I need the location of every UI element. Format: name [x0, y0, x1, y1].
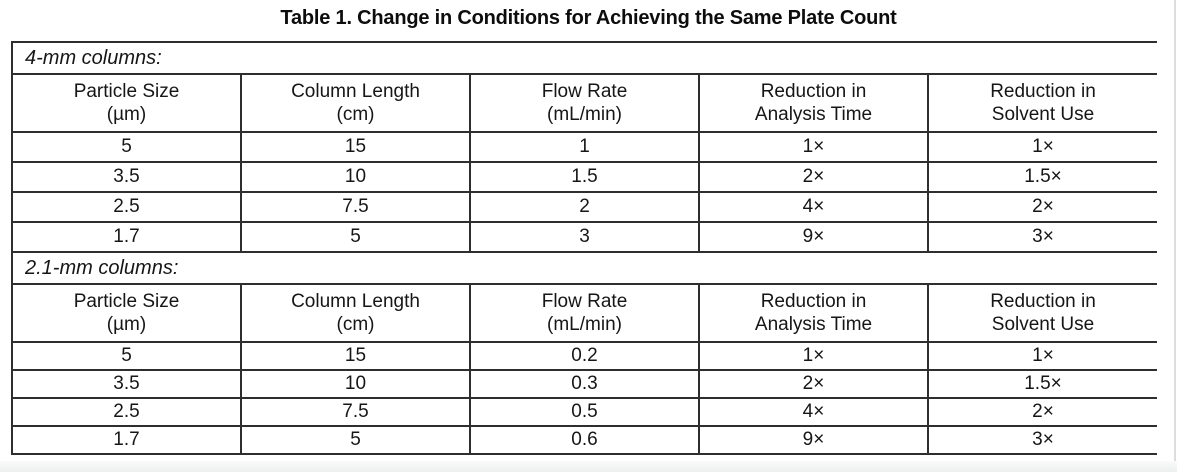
header-line: (mL/min): [547, 314, 622, 335]
header-line: Reduction in: [990, 290, 1096, 312]
header-line: Solvent Use: [991, 314, 1095, 335]
table-cell: 3×: [927, 221, 1157, 253]
table-cell: 3.5: [11, 369, 242, 399]
table-cell: 4×: [698, 191, 929, 223]
column-header: Reduction in Analysis Time: [698, 73, 929, 133]
column-header: Particle Size (µm): [11, 73, 242, 133]
header-line: Solvent Use: [991, 104, 1095, 125]
table-cell: 10: [240, 161, 471, 193]
table-cell: 10: [240, 369, 471, 399]
table-cell: 2×: [927, 191, 1157, 223]
column-header: Particle Size (µm): [11, 283, 242, 343]
table-cell: 1: [469, 131, 700, 163]
header-line: Flow Rate: [541, 290, 628, 312]
table-cell: 9×: [698, 221, 929, 253]
table-row: 5 15 1 1× 1×: [11, 131, 1157, 163]
table-title: Table 1. Change in Conditions for Achiev…: [280, 7, 897, 29]
footer-strip: [0, 461, 1177, 472]
table-cell: 15: [240, 341, 471, 371]
header-line: (cm): [336, 314, 375, 335]
header-line: (µm): [106, 104, 147, 125]
section-row-2-1mm: 2.1-mm columns:: [11, 251, 1157, 285]
table-cell: 5: [11, 341, 242, 371]
header-line: Particle Size: [73, 80, 180, 102]
table-cell: 2: [469, 191, 700, 223]
section-label: 2.1-mm columns:: [11, 251, 1157, 285]
header-line: Analysis Time: [754, 104, 873, 125]
table-row: 2.5 7.5 0.5 4× 2×: [11, 397, 1157, 427]
table-row: 3.5 10 1.5 2× 1.5×: [11, 161, 1157, 193]
table-row: 2.5 7.5 2 4× 2×: [11, 191, 1157, 223]
table-cell: 1×: [927, 341, 1157, 371]
header-line: Column Length: [291, 290, 420, 312]
table-cell: 0.6: [469, 425, 700, 455]
table-cell: 3: [469, 221, 700, 253]
column-header: Reduction in Analysis Time: [698, 283, 929, 343]
column-header: Reduction in Solvent Use: [927, 283, 1157, 343]
table-row: 3.5 10 0.3 2× 1.5×: [11, 369, 1157, 399]
header-line: Particle Size: [73, 290, 180, 312]
section-label: 4-mm columns:: [11, 41, 1157, 75]
table-cell: 1.5: [469, 161, 700, 193]
table-cell: 0.2: [469, 341, 700, 371]
table-cell: 7.5: [240, 191, 471, 223]
table-cell: 1×: [698, 341, 929, 371]
table-row: 1.7 5 3 9× 3×: [11, 221, 1157, 253]
header-line: (µm): [106, 314, 147, 335]
table-row: 1.7 5 0.6 9× 3×: [11, 425, 1157, 455]
table-row: 5 15 0.2 1× 1×: [11, 341, 1157, 371]
table-cell: 9×: [698, 425, 929, 455]
header-line: Reduction in: [990, 80, 1096, 102]
table-cell: 1.5×: [927, 161, 1157, 193]
table-cell: 3.5: [11, 161, 242, 193]
table-cell: 5: [11, 131, 242, 163]
table-cell: 4×: [698, 397, 929, 427]
header-line: Analysis Time: [754, 314, 873, 335]
table-cell: 3×: [927, 425, 1157, 455]
table-cell: 2×: [698, 161, 929, 193]
table-cell: 5: [240, 221, 471, 253]
column-header: Column Length (cm): [240, 73, 471, 133]
header-line: (cm): [336, 104, 375, 125]
table-cell: 5: [240, 425, 471, 455]
column-header: Flow Rate (mL/min): [469, 73, 700, 133]
table-cell: 1.5×: [927, 369, 1157, 399]
table-cell: 2×: [698, 369, 929, 399]
table-cell: 2.5: [11, 191, 242, 223]
table-cell: 1×: [927, 131, 1157, 163]
conditions-table: 4-mm columns: Particle Size (µm) Column …: [11, 41, 1157, 455]
table-cell: 0.3: [469, 369, 700, 399]
column-header: Reduction in Solvent Use: [927, 73, 1157, 133]
header-line: (mL/min): [547, 104, 622, 125]
header-row: Particle Size (µm) Column Length (cm) Fl…: [11, 73, 1157, 133]
table-cell: 1.7: [11, 425, 242, 455]
section-row-4mm: 4-mm columns:: [11, 41, 1157, 75]
table-cell: 0.5: [469, 397, 700, 427]
table-cell: 7.5: [240, 397, 471, 427]
table-cell: 1.7: [11, 221, 242, 253]
table-cell: 1×: [698, 131, 929, 163]
table-cell: 2×: [927, 397, 1157, 427]
table-cell: 15: [240, 131, 471, 163]
header-row: Particle Size (µm) Column Length (cm) Fl…: [11, 283, 1157, 343]
column-header: Column Length (cm): [240, 283, 471, 343]
header-line: Reduction in: [760, 80, 867, 102]
header-line: Flow Rate: [541, 80, 628, 102]
page-edge-line: [1174, 0, 1176, 472]
header-line: Reduction in: [760, 290, 867, 312]
table-cell: 2.5: [11, 397, 242, 427]
header-line: Column Length: [291, 80, 420, 102]
column-header: Flow Rate (mL/min): [469, 283, 700, 343]
